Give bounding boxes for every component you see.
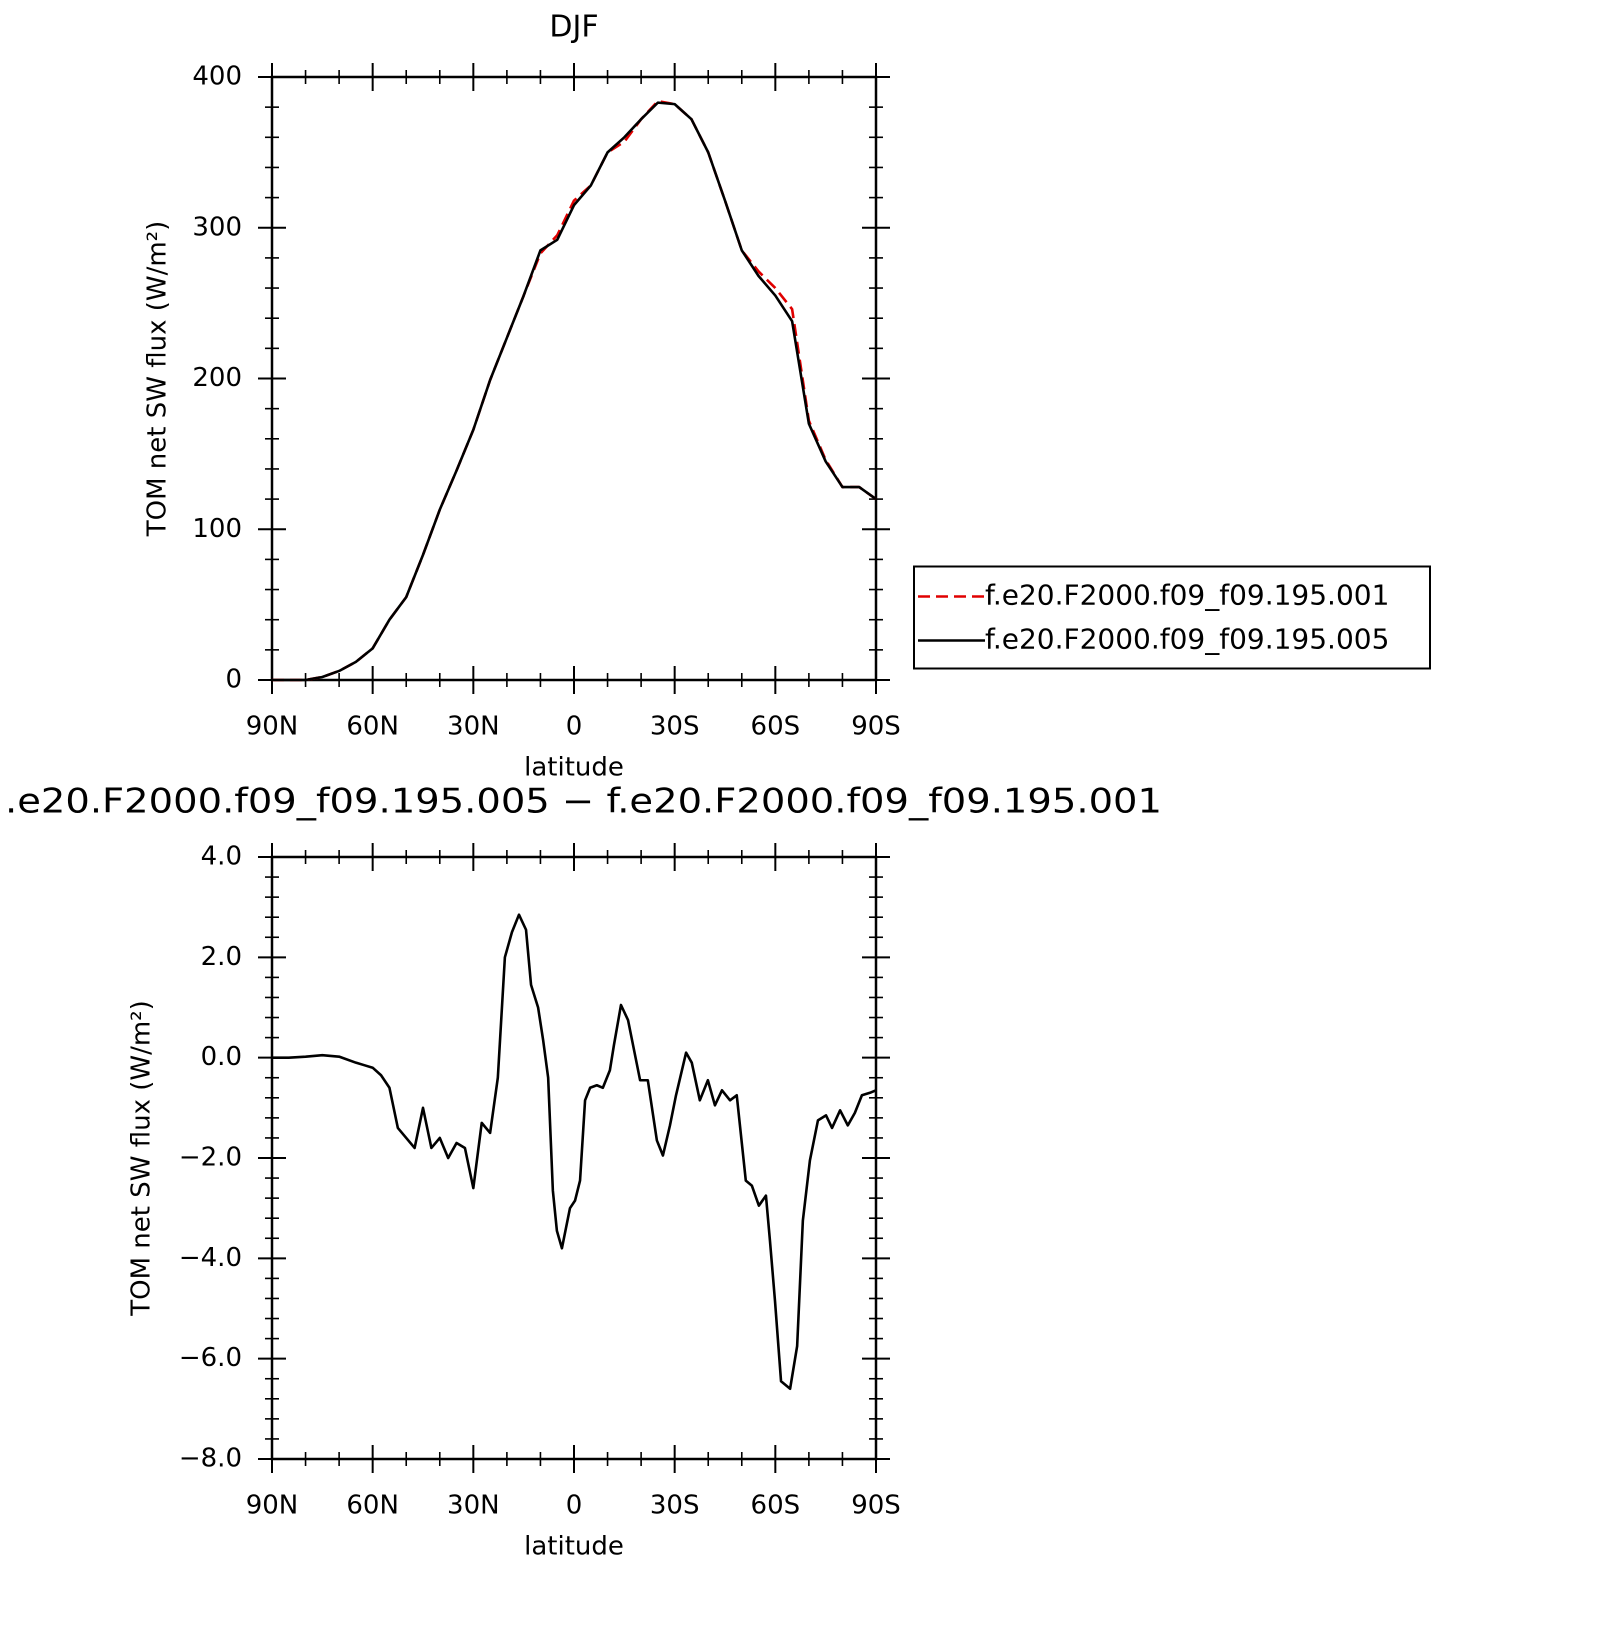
chart-title: .e20.F2000.f09_f09.195.005 − f.e20.F2000… bbox=[5, 782, 1162, 822]
chart-title: DJF bbox=[549, 10, 598, 45]
x-tick-label: 60N bbox=[346, 712, 399, 742]
y-tick-label: −8.0 bbox=[179, 1444, 242, 1474]
plot-frame bbox=[270, 855, 878, 1461]
data-line bbox=[272, 913, 877, 1391]
data-line bbox=[272, 99, 877, 682]
x-tick-label: 90S bbox=[851, 712, 901, 742]
x-tick-label: 60S bbox=[751, 712, 801, 742]
x-tick-label: 0 bbox=[566, 1491, 583, 1521]
y-axis-label: TOM net SW flux (W/m²) bbox=[143, 221, 173, 537]
y-axis-label: TOM net SW flux (W/m²) bbox=[127, 1000, 157, 1316]
y-tick-label: 200 bbox=[192, 363, 242, 393]
legend-label: f.e20.F2000.f09_f09.195.005 bbox=[985, 623, 1389, 656]
y-tick-label: 300 bbox=[192, 212, 242, 242]
x-tick-label: 90S bbox=[851, 1491, 901, 1521]
x-tick-label: 60S bbox=[751, 1491, 801, 1521]
legend-box bbox=[913, 565, 1431, 670]
y-tick-label: 0 bbox=[225, 665, 242, 695]
y-tick-label: 0.0 bbox=[201, 1042, 242, 1072]
y-tick-label: −4.0 bbox=[179, 1243, 242, 1273]
x-tick-label: 30N bbox=[447, 712, 500, 742]
plot-frame bbox=[270, 75, 878, 682]
x-tick-label: 30S bbox=[650, 712, 700, 742]
y-tick-label: 100 bbox=[192, 514, 242, 544]
y-tick-label: −6.0 bbox=[179, 1343, 242, 1373]
x-tick-label: 60N bbox=[346, 1491, 399, 1521]
y-tick-label: 400 bbox=[192, 62, 242, 92]
x-tick-label: 0 bbox=[566, 712, 583, 742]
y-tick-label: −2.0 bbox=[179, 1143, 242, 1173]
y-tick-label: 2.0 bbox=[201, 942, 242, 972]
legend-label: f.e20.F2000.f09_f09.195.001 bbox=[985, 579, 1389, 612]
x-tick-label: 90N bbox=[246, 712, 299, 742]
data-line bbox=[272, 101, 877, 682]
x-axis-label: latitude bbox=[524, 753, 624, 783]
y-tick-label: 4.0 bbox=[201, 842, 242, 872]
x-tick-label: 90N bbox=[246, 1491, 299, 1521]
x-tick-label: 30S bbox=[650, 1491, 700, 1521]
x-axis-label: latitude bbox=[524, 1532, 624, 1562]
x-tick-label: 30N bbox=[447, 1491, 500, 1521]
